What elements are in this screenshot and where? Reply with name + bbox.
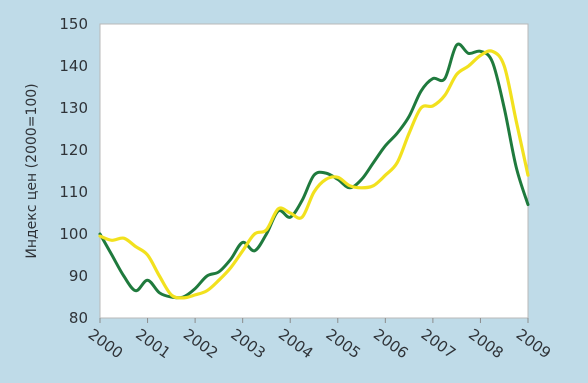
y-tick-label: 110: [59, 183, 88, 201]
y-tick-label: 100: [59, 225, 88, 243]
series-layer: [98, 42, 530, 300]
y-tick-label: 90: [69, 267, 88, 285]
x-tick-label: 2003: [227, 325, 268, 362]
x-tick-label: 2004: [275, 325, 316, 362]
x-tick-label: 2001: [132, 325, 173, 362]
x-tick-label: 2008: [465, 325, 506, 362]
series-line-green: [98, 42, 530, 300]
y-axis-tick-labels: 80 90 100 110 120 130 140 150: [59, 15, 88, 327]
series-line-yellow: [98, 49, 530, 300]
x-axis-ticks: [99, 318, 529, 323]
y-axis-label: Индекс цен (2000=100): [24, 83, 40, 258]
y-tick-label: 120: [59, 141, 88, 159]
x-tick-label: 2007: [418, 325, 459, 362]
y-tick-label: 80: [69, 309, 88, 327]
x-tick-label: 2000: [85, 325, 126, 362]
x-tick-label: 2009: [513, 325, 554, 362]
x-axis-tick-labels: 2000 2001 2002 2003 2004 2005 2006 2007 2008 2009: [85, 325, 554, 362]
y-tick-label: 130: [59, 99, 88, 117]
x-tick-label: 2002: [180, 325, 221, 362]
y-tick-label: 150: [59, 15, 88, 33]
x-tick-label: 2005: [323, 325, 364, 362]
x-tick-label: 2006: [370, 325, 411, 362]
y-tick-label: 140: [59, 57, 88, 75]
